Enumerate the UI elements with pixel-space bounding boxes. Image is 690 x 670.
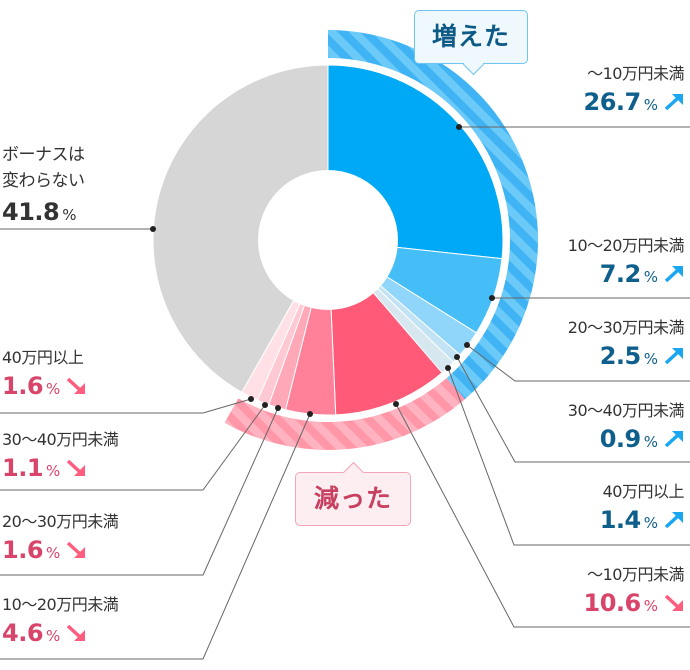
label-dec-10-20: 10〜20万円未満 4.6% — [2, 595, 119, 651]
value-number: 1.1 — [2, 454, 44, 482]
leader-dec-20-30 — [0, 407, 279, 576]
percent-sign: % — [46, 462, 61, 480]
label-value: 1.6% — [2, 535, 118, 568]
arrow-down-right-icon — [67, 459, 86, 476]
percent-sign: % — [643, 514, 658, 532]
increase-band — [328, 30, 538, 400]
value-number: 2.5 — [599, 342, 642, 370]
label-value: 41.8% — [2, 197, 85, 230]
donut-slice — [152, 64, 329, 393]
label-dec-20-30: 20〜30万円未満 1.6% — [2, 512, 119, 568]
label-inc-0-10: 〜10万円未満 26.7% — [584, 64, 685, 120]
label-value: 0.9% — [568, 424, 684, 457]
arrow-up-right-icon — [664, 512, 683, 529]
label-name: 30〜40万円未満 — [567, 401, 685, 420]
label-name: 40万円以上 — [602, 482, 685, 501]
leader-dec-40 — [0, 398, 252, 414]
leader-dec-30-40 — [0, 404, 266, 491]
value-number: 10.6 — [583, 589, 642, 617]
label-inc-10-20: 10〜20万円未満 7.2% — [567, 236, 685, 292]
label-dec-0-10: 〜10万円未満 10.6% — [584, 565, 685, 621]
leader-inc-30-40 — [456, 356, 690, 463]
label-name: 変わらない — [2, 171, 85, 191]
value-number: 4.6 — [2, 619, 44, 647]
donut-hole — [258, 170, 398, 310]
leader-dots — [150, 124, 495, 417]
leader-lines — [0, 126, 690, 660]
percent-sign: % — [643, 597, 658, 615]
arrow-up-right-icon — [664, 348, 683, 365]
label-value: 7.2% — [568, 259, 684, 292]
label-dec-40: 40万円以上 1.6% — [2, 348, 86, 404]
label-name: 20〜30万円未満 — [567, 318, 685, 337]
decrease-bubble: 減った — [295, 461, 411, 526]
percent-sign: % — [46, 627, 61, 645]
value-number: 26.7 — [583, 88, 642, 116]
label-inc-40: 40万円以上 1.4% — [600, 482, 685, 538]
decrease-bubble-text: 減った — [313, 484, 392, 513]
leader-dec-10-20 — [0, 413, 311, 660]
value-number: 7.2 — [599, 260, 642, 288]
value-number: 1.6 — [2, 536, 44, 564]
arrow-down-right-icon — [664, 594, 683, 611]
label-name: ボーナスは — [2, 145, 85, 165]
label-value: 26.7% — [584, 87, 684, 120]
label-name: 〜10万円未満 — [587, 565, 684, 584]
arrow-up-right-icon — [664, 266, 683, 283]
increase-bubble: 増えた — [414, 10, 528, 75]
value-number: 1.4 — [599, 506, 642, 534]
leader-inc-40 — [447, 367, 690, 546]
arrow-down-right-icon — [67, 624, 86, 641]
leader-dec-0-10 — [395, 403, 690, 628]
decrease-band — [224, 378, 465, 450]
label-name: 30〜40万円未満 — [2, 430, 119, 449]
label-inc-20-30: 20〜30万円未満 2.5% — [567, 318, 685, 374]
group-bands — [224, 30, 538, 450]
arrow-up-right-icon — [664, 431, 683, 448]
label-name: 10〜20万円未満 — [2, 595, 119, 614]
percent-sign: % — [643, 268, 658, 286]
label-unchanged: ボーナスは 変わらない 41.8% — [2, 142, 85, 230]
label-dec-30-40: 30〜40万円未満 1.1% — [2, 430, 119, 486]
percent-sign: % — [643, 96, 658, 114]
arrow-down-right-icon — [67, 377, 86, 394]
percent-sign: % — [46, 544, 61, 562]
value-number: 1.6 — [2, 372, 44, 400]
label-value: 1.4% — [600, 505, 684, 538]
label-value: 2.5% — [568, 341, 684, 374]
percent-sign: % — [62, 206, 77, 224]
label-value: 10.6% — [584, 588, 684, 621]
value-number: 41.8 — [2, 198, 60, 226]
percent-sign: % — [643, 433, 658, 451]
label-value: 1.1% — [2, 453, 118, 486]
label-value: 4.6% — [2, 618, 118, 651]
percent-sign: % — [643, 350, 658, 368]
label-value: 1.6% — [2, 371, 86, 404]
arrow-down-right-icon — [67, 541, 86, 558]
leader-inc-20-30 — [466, 344, 690, 382]
percent-sign: % — [46, 380, 61, 398]
increase-bubble-text: 増えた — [431, 22, 510, 51]
label-name: 10〜20万円未満 — [567, 236, 685, 255]
label-inc-30-40: 30〜40万円未満 0.9% — [567, 401, 685, 457]
label-name: 20〜30万円未満 — [2, 512, 119, 531]
label-name: 40万円以上 — [2, 348, 84, 367]
label-name: 〜10万円未満 — [587, 64, 684, 83]
arrow-up-right-icon — [664, 94, 683, 111]
value-number: 0.9 — [599, 425, 642, 453]
